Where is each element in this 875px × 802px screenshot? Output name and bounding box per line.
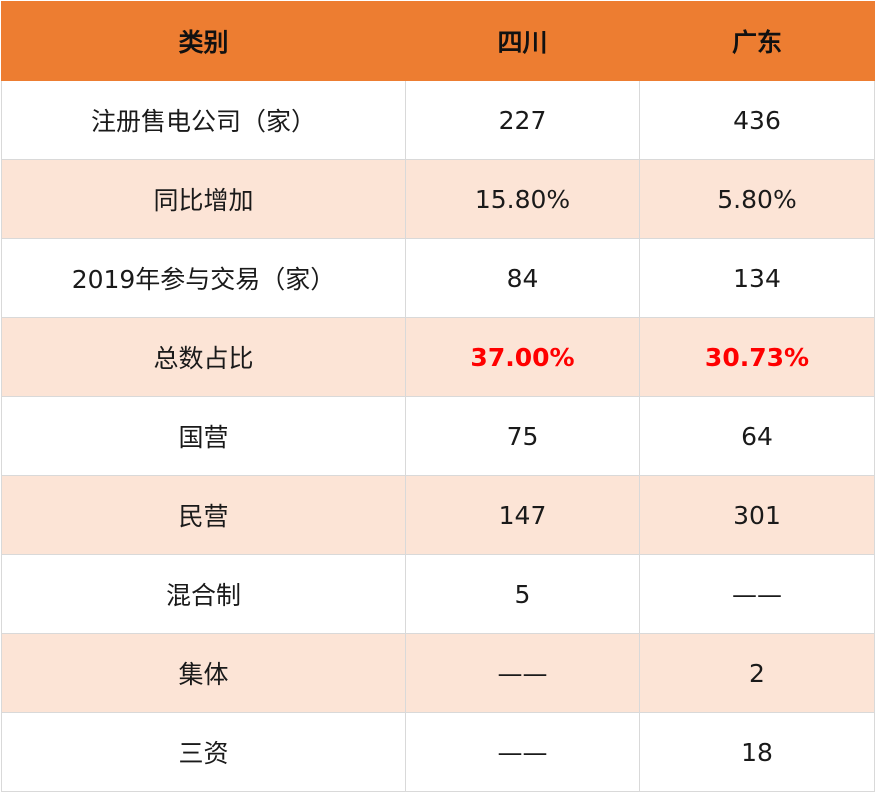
table-row: 国营 75 64 [1, 396, 875, 476]
row-label: 注册售电公司（家） [1, 80, 406, 160]
guangdong-value: 5.80% [639, 159, 875, 239]
guangdong-value: 2 [639, 633, 875, 713]
header-guangdong: 广东 [639, 1, 875, 81]
guangdong-value: 134 [639, 238, 875, 318]
table-row: 三资 —— 18 [1, 712, 875, 792]
row-label: 民营 [1, 475, 406, 555]
sichuan-value: 147 [405, 475, 640, 555]
sichuan-value-highlight: 37.00% [405, 317, 640, 397]
sichuan-value: 84 [405, 238, 640, 318]
table-row: 混合制 5 —— [1, 554, 875, 634]
row-label: 集体 [1, 633, 406, 713]
sichuan-value: 227 [405, 80, 640, 160]
sichuan-value: —— [405, 712, 640, 792]
row-label: 2019年参与交易（家） [1, 238, 406, 318]
sichuan-value: 15.80% [405, 159, 640, 239]
table-body: 注册售电公司（家） 227 436 同比增加 15.80% 5.80% 2019… [1, 80, 875, 792]
guangdong-value: —— [639, 554, 875, 634]
header-sichuan: 四川 [405, 1, 640, 81]
header-row: 类别 四川 广东 [1, 1, 875, 81]
table-row: 总数占比 37.00% 30.73% [1, 317, 875, 397]
sichuan-value: 75 [405, 396, 640, 476]
row-label: 三资 [1, 712, 406, 792]
row-label: 混合制 [1, 554, 406, 634]
header-category: 类别 [1, 1, 406, 81]
table-row: 民营 147 301 [1, 475, 875, 555]
row-label: 总数占比 [1, 317, 406, 397]
table-header: 类别 四川 广东 [1, 1, 875, 81]
sichuan-value: 5 [405, 554, 640, 634]
guangdong-value-highlight: 30.73% [639, 317, 875, 397]
table-row: 2019年参与交易（家） 84 134 [1, 238, 875, 318]
guangdong-value: 18 [639, 712, 875, 792]
guangdong-value: 436 [639, 80, 875, 160]
table-row: 同比增加 15.80% 5.80% [1, 159, 875, 239]
sichuan-value: —— [405, 633, 640, 713]
table-row: 注册售电公司（家） 227 436 [1, 80, 875, 160]
row-label: 同比增加 [1, 159, 406, 239]
guangdong-value: 64 [639, 396, 875, 476]
table-row: 集体 —— 2 [1, 633, 875, 713]
row-label: 国营 [1, 396, 406, 476]
guangdong-value: 301 [639, 475, 875, 555]
